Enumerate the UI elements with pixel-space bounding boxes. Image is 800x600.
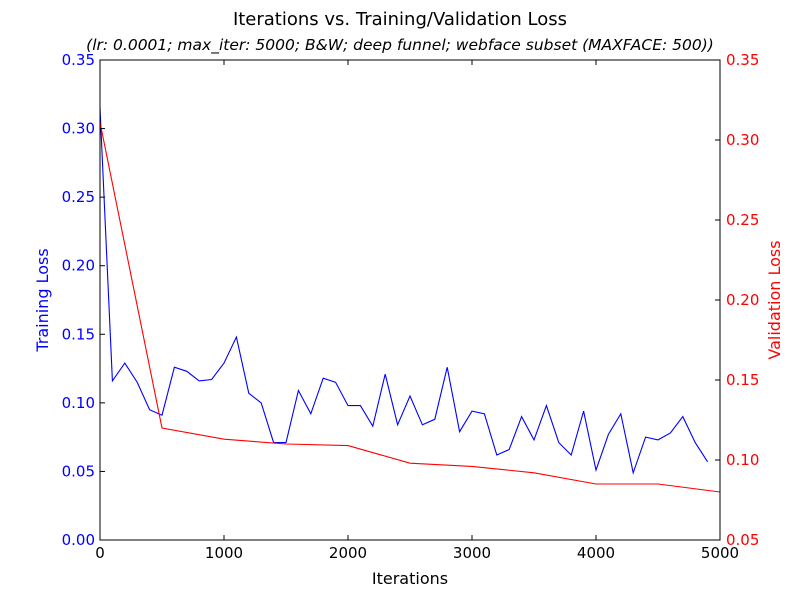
x-tick-label: 4000 [577,544,615,562]
y-axis-right: 0.05 0.10 0.15 0.20 0.25 0.30 0.35 [715,51,759,549]
validation-loss-line [99,122,721,493]
y-axis-left-label: Training Loss [33,248,52,352]
y-left-tick-label: 0.05 [62,462,95,480]
x-tick-label: 1000 [205,544,243,562]
plot-marks [99,107,721,493]
y-right-tick-label: 0.15 [726,371,759,389]
chart-title: Iterations vs. Training/Validation Loss [232,9,568,30]
y-left-tick-label: 0.10 [62,394,95,412]
x-axis: 0 1000 2000 3000 4000 5000 [95,60,739,562]
x-tick-label: 0 [95,544,105,562]
x-axis-label: Iterations [372,569,448,588]
y-right-tick-label: 0.35 [726,51,759,69]
y-axis-left: 0.00 0.05 0.10 0.15 0.20 0.25 0.30 0.35 [62,51,105,549]
chart-subtitle: (lr: 0.0001; max_iter: 5000; B&W; deep f… [86,36,714,54]
plot-frame [99,59,721,541]
y-right-tick-label: 0.25 [726,211,759,229]
y-left-tick-label: 0.35 [62,51,95,69]
training-loss-line [99,107,709,475]
y-left-tick-label: 0.00 [62,531,95,549]
y-left-tick-label: 0.25 [62,188,95,206]
y-axis-right-label: Validation Loss [765,240,784,359]
y-left-tick-label: 0.15 [62,325,95,343]
y-right-tick-label: 0.30 [726,131,759,149]
y-left-tick-label: 0.20 [62,257,95,275]
x-tick-label: 2000 [329,544,367,562]
x-tick-label: 5000 [701,544,739,562]
y-right-tick-label: 0.20 [726,291,759,309]
x-tick-label: 3000 [453,544,491,562]
y-left-tick-label: 0.30 [62,120,95,138]
y-right-tick-label: 0.10 [726,451,759,469]
y-right-tick-label: 0.05 [726,531,759,549]
